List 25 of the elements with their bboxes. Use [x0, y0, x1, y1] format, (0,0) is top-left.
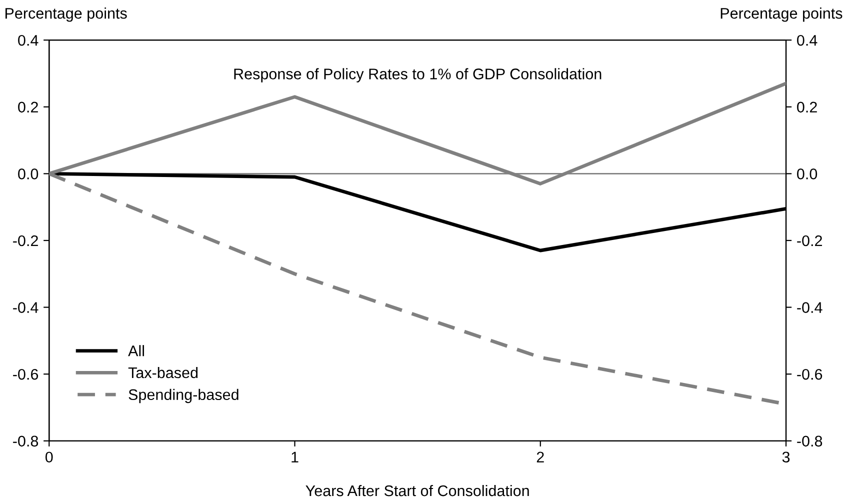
y-tick-label: -0.2 — [13, 235, 38, 246]
y2-tick-label: 0.0 — [797, 168, 818, 180]
y2-tick-label: -0.8 — [797, 436, 822, 447]
x-tick-label: 1 — [292, 452, 298, 462]
x-tick-label: 0 — [45, 452, 53, 463]
y-tick-label: 0.4 — [18, 34, 38, 46]
x-tick-label: 2 — [536, 452, 544, 462]
y-tick-label: -0.4 — [13, 302, 38, 313]
y2-tick-label: -0.2 — [797, 235, 822, 246]
legend-label: Tax-based — [128, 366, 198, 378]
y-tick-label: -0.6 — [13, 368, 38, 380]
x-tick-label: 3 — [782, 452, 790, 463]
x-axis-title: Years After Start of Consolidation — [306, 484, 529, 496]
legend-label: Spending-based — [128, 388, 238, 404]
text: Response of Policy Rates to 1% of GDP Consolidation — [234, 68, 602, 82]
y2-tick-label: 0.4 — [797, 34, 818, 46]
y2-tick-label: 0.2 — [797, 102, 817, 113]
y-tick-label: -0.8 — [13, 436, 38, 447]
y2-tick-label: -0.6 — [797, 368, 822, 380]
legend-label: All — [128, 345, 144, 356]
y-tick-label: 0.0 — [18, 168, 38, 180]
y-axis-title: Percentage points — [5, 8, 127, 22]
y2-tick-label: -0.4 — [797, 302, 822, 313]
y-tick-label: 0.2 — [18, 102, 38, 113]
y2-axis-title: Percentage points — [720, 8, 842, 22]
